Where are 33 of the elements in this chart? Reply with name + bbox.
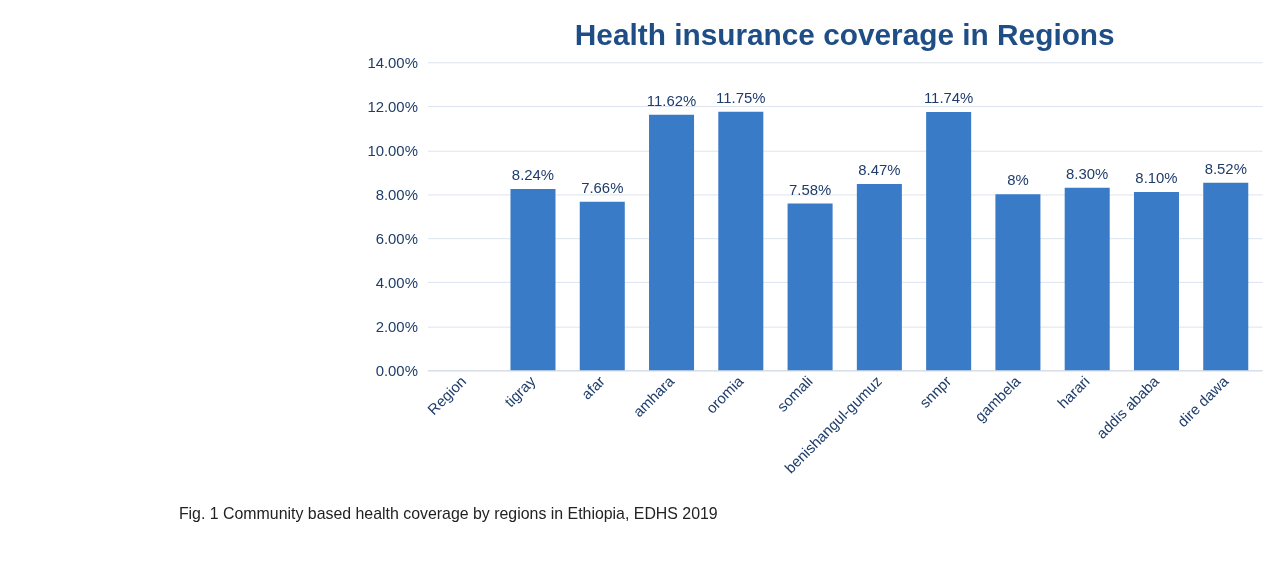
bar — [649, 114, 695, 371]
chart-title: Health insurance coverage in Regions — [574, 18, 1115, 52]
y-tick-label: 14.00% — [367, 54, 418, 71]
bar — [926, 112, 972, 371]
bar — [1133, 192, 1179, 371]
data-label: 8% — [1007, 172, 1029, 189]
data-label: 8.10% — [1135, 170, 1178, 187]
data-label: 8.47% — [858, 162, 901, 179]
y-tick-label: 10.00% — [367, 142, 418, 159]
y-tick-label: 2.00% — [375, 318, 418, 335]
data-label: 11.75% — [716, 89, 766, 106]
y-tick-label: 6.00% — [375, 230, 418, 247]
y-tick-label: 4.00% — [375, 274, 418, 291]
data-label: 11.62% — [646, 92, 697, 109]
caption: Fig. 1 Community based health coverage by regions in Ethiopia, EDHS 2019 — [178, 505, 718, 523]
y-tick-label: 12.00% — [367, 98, 418, 115]
y-tick-label: 8.00% — [375, 186, 418, 203]
bar — [718, 111, 764, 371]
data-label: 7.66% — [581, 179, 624, 196]
data-label: 7.58% — [788, 181, 832, 198]
bar — [579, 201, 625, 371]
data-label: 8.30% — [1066, 165, 1109, 182]
bar — [787, 203, 833, 371]
x-tick-label: afar — [578, 373, 608, 403]
data-label: 8.24% — [511, 167, 555, 184]
bar — [856, 183, 902, 371]
bar — [995, 194, 1041, 371]
bar — [1203, 182, 1249, 371]
data-label: 11.74% — [923, 90, 974, 107]
bar — [510, 189, 556, 371]
data-label: 8.52% — [1204, 160, 1247, 177]
bar — [1064, 187, 1110, 371]
y-tick-label: 0.00% — [375, 362, 418, 379]
